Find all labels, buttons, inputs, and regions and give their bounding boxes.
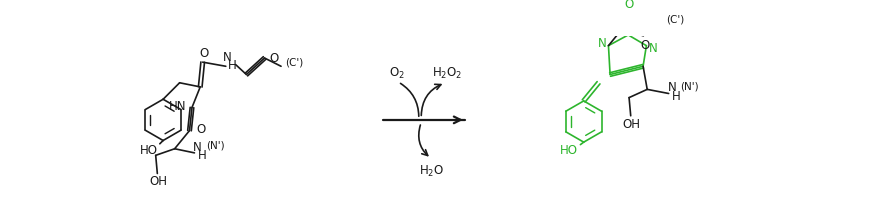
Text: O: O: [640, 39, 650, 52]
Text: O: O: [199, 47, 208, 60]
Text: (N'): (N'): [206, 140, 224, 150]
Text: N: N: [668, 81, 677, 94]
Text: H: H: [228, 59, 237, 72]
Text: O: O: [196, 123, 206, 136]
Text: N: N: [223, 51, 232, 64]
Text: H$_2$O$_2$: H$_2$O$_2$: [432, 66, 463, 81]
Text: OH: OH: [149, 175, 167, 188]
Text: H: H: [671, 90, 680, 103]
Text: O: O: [269, 52, 278, 65]
Text: (C'): (C'): [285, 57, 303, 67]
Text: H$_2$O: H$_2$O: [418, 163, 443, 178]
Text: N: N: [649, 42, 657, 55]
Text: HO: HO: [560, 144, 578, 157]
Text: HN: HN: [169, 100, 187, 113]
Text: N: N: [597, 37, 606, 50]
Text: OH: OH: [622, 118, 641, 131]
Text: (C'): (C'): [666, 14, 684, 24]
Text: O: O: [624, 0, 634, 11]
Text: HO: HO: [140, 144, 158, 157]
Text: N: N: [193, 141, 202, 154]
Text: O$_2$: O$_2$: [388, 66, 404, 81]
Text: (N'): (N'): [680, 81, 698, 91]
Text: H: H: [197, 149, 206, 162]
